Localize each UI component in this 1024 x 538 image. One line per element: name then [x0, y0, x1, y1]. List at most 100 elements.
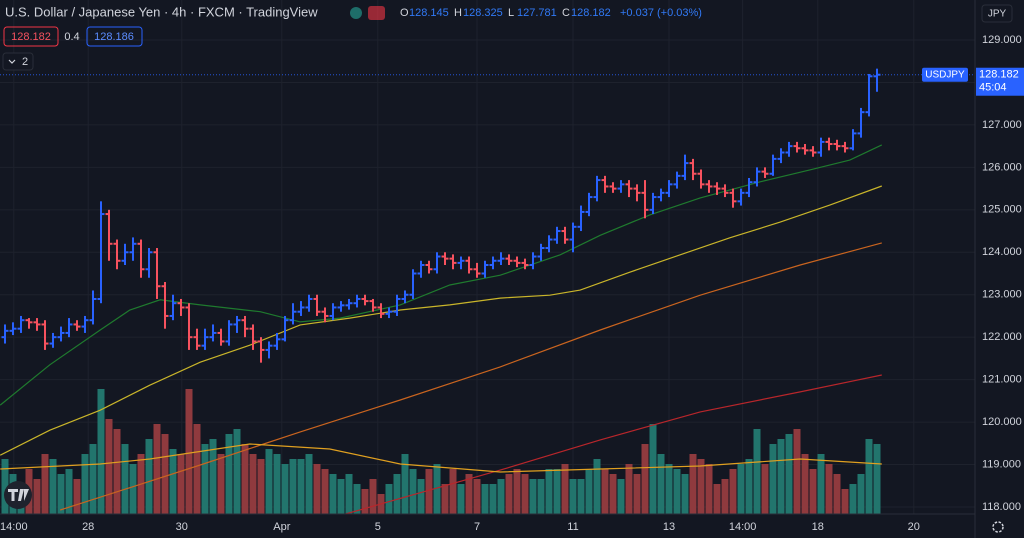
volume-bar — [81, 454, 89, 514]
volume-bar — [553, 469, 561, 514]
volume-bar — [473, 479, 481, 514]
bid: 128.182 — [11, 31, 51, 43]
market-icon[interactable] — [368, 6, 385, 20]
volume-bar — [721, 479, 729, 514]
spread: 0.4 — [64, 31, 79, 43]
y-tick-label: 118.000 — [982, 501, 1021, 513]
moving-average — [60, 242, 882, 511]
volume-bar — [289, 459, 297, 514]
volume-bar — [745, 459, 753, 514]
ohlc-key: L — [508, 7, 514, 19]
volume-bar — [825, 464, 833, 514]
volume-bar — [249, 454, 257, 514]
volume-bar — [641, 444, 649, 514]
indicators-toggle[interactable] — [2, 52, 34, 71]
volume-bar — [841, 489, 849, 514]
volume-bar — [1, 459, 9, 514]
volume-bar — [857, 474, 865, 514]
volume-bar — [513, 469, 521, 514]
ask-box[interactable] — [86, 26, 143, 47]
volume-bar — [329, 474, 337, 514]
ohlc-legend: O 128.145 H 128.325 L 127.781 C 128.182 — [400, 7, 611, 19]
x-tick-label: 28 — [82, 521, 94, 533]
y-tick-label: 129.000 — [982, 34, 1022, 46]
volume-bar — [209, 439, 217, 514]
y-tick-label: 125.000 — [982, 204, 1022, 216]
volume-bar — [649, 424, 657, 514]
volume-bar — [305, 454, 313, 514]
volume-bar — [145, 439, 153, 514]
change-label: +0.037 (+0.03%) — [620, 7, 702, 19]
volume-bar — [457, 484, 465, 514]
volume-bar — [545, 469, 553, 514]
volume-bar — [409, 469, 417, 514]
volume-bar — [697, 459, 705, 514]
volume-bar — [441, 484, 449, 514]
axes: 129.000128.000127.000126.000125.000124.0… — [0, 34, 1024, 533]
volume-bar — [273, 454, 281, 514]
volume-bar — [265, 449, 273, 514]
volume-bar — [41, 454, 49, 514]
volume-bar — [497, 479, 505, 514]
y-tick-label: 120.000 — [982, 416, 1022, 428]
volume-bar — [417, 479, 425, 514]
volume-bar — [177, 454, 185, 514]
volume-bar — [569, 479, 577, 514]
volume-bar — [753, 429, 761, 514]
symbol-label-box — [922, 67, 968, 82]
volume-bar — [729, 469, 737, 514]
volume-bar — [73, 479, 81, 514]
volume-bar — [489, 484, 497, 514]
x-tick-label: 14:00 — [729, 521, 757, 533]
volume-bar — [401, 454, 409, 514]
volume-bar — [129, 464, 137, 514]
volume-bar — [89, 444, 97, 514]
x-tick-label: 11 — [567, 521, 578, 533]
volume-bar — [633, 474, 641, 514]
volume-bar — [505, 474, 513, 514]
volume-bar — [113, 429, 121, 514]
volume-bar — [561, 464, 569, 514]
volume-bar — [361, 489, 369, 514]
volume-bar — [521, 474, 529, 514]
volume-bar — [321, 469, 329, 514]
ask: 128.186 — [94, 31, 134, 43]
chevron-icon — [8, 59, 16, 64]
volume-bar — [785, 434, 793, 514]
volume-bar — [433, 464, 441, 514]
price-label-box — [976, 67, 1024, 96]
moving-average — [0, 144, 883, 406]
symbol-label: USDJPY — [925, 69, 965, 80]
y-tick-label: 121.000 — [982, 374, 1022, 386]
moving-average — [0, 185, 883, 456]
indicators-count: 2 — [22, 56, 28, 68]
y-tick-label: 127.000 — [982, 119, 1022, 131]
settings-icon[interactable] — [992, 521, 1004, 533]
volume-bar — [737, 464, 745, 514]
volume-bar — [241, 444, 249, 514]
volume-bar — [385, 484, 393, 514]
moving-average — [0, 443, 882, 473]
volume-bar — [313, 464, 321, 514]
volume-bar — [849, 484, 857, 514]
x-tick-label: 30 — [176, 521, 188, 533]
tradingview-logo[interactable] — [4, 481, 32, 509]
volume-bar — [865, 439, 873, 514]
volume-bar — [345, 474, 353, 514]
volume-bar — [225, 434, 233, 514]
volume-bar — [713, 484, 721, 514]
volume-bar — [257, 459, 265, 514]
volume-bar — [121, 444, 129, 514]
x-tick-label: 18 — [812, 521, 824, 533]
volume-bar — [233, 429, 241, 514]
bid-box[interactable] — [3, 26, 59, 47]
volume-bar — [609, 474, 617, 514]
volume-bar — [281, 464, 289, 514]
ohlc-value: 127.781 — [517, 7, 557, 19]
volume-bar — [161, 434, 169, 514]
volume-bar — [601, 469, 609, 514]
currency-box[interactable] — [981, 4, 1013, 23]
status-icon[interactable] — [350, 7, 362, 19]
